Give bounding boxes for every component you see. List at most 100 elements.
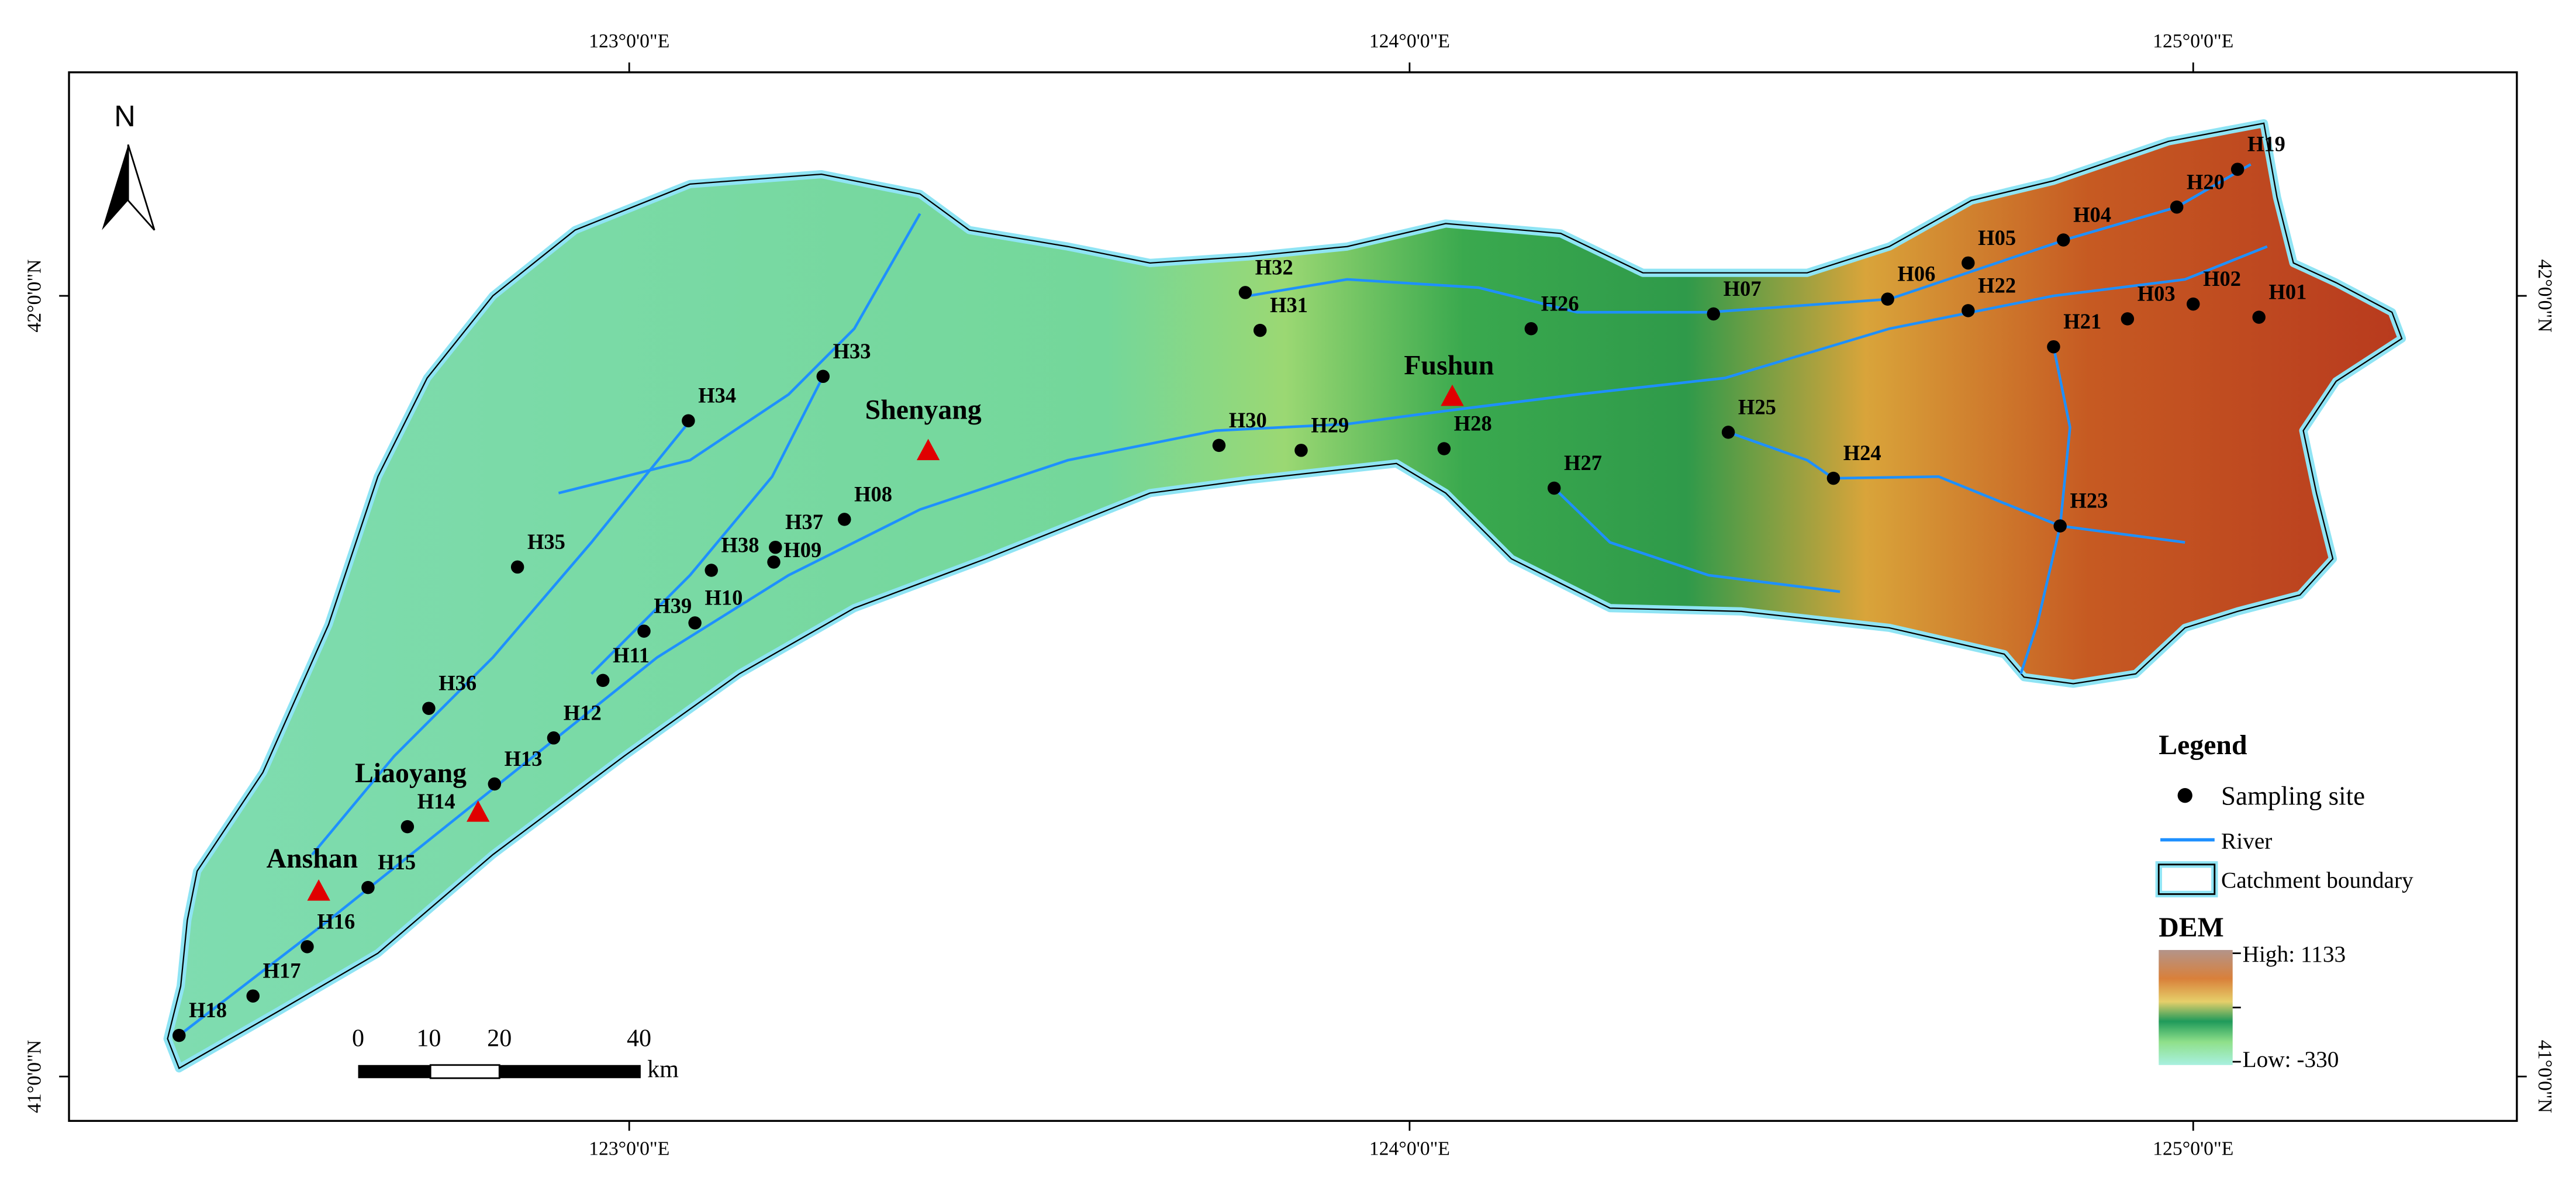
site-label: H09: [783, 538, 821, 562]
site-label: H20: [2187, 170, 2225, 194]
latitude-label: 42°0'0"N: [24, 259, 46, 332]
site-label: H32: [1255, 255, 1293, 279]
sampling-site: [1707, 307, 1721, 321]
site-label: H36: [438, 671, 476, 695]
city-label: Shenyang: [865, 395, 982, 426]
city-label: Fushun: [1404, 350, 1494, 381]
site-label: H10: [705, 586, 743, 610]
legend-site-symbol: [2177, 788, 2192, 803]
site-label: H08: [854, 482, 892, 506]
sampling-site: [488, 777, 502, 791]
sampling-site: [1721, 426, 1735, 439]
sampling-site: [301, 940, 314, 953]
site-label: H18: [189, 998, 227, 1022]
longitude-label: 123°0'0"E: [589, 1138, 669, 1160]
site-label: H19: [2247, 132, 2285, 156]
site-label: H16: [317, 909, 355, 933]
site-label: H17: [263, 959, 301, 983]
sampling-site: [2252, 310, 2266, 324]
river: [558, 213, 921, 495]
river: [1553, 487, 1841, 593]
sampling-site: [637, 624, 651, 638]
sampling-site: [838, 513, 851, 526]
dem-low: Low: -330: [2243, 1046, 2339, 1072]
site-label: H11: [613, 643, 650, 667]
scale-bar: [358, 1064, 641, 1079]
scale-segment: [499, 1065, 641, 1079]
sampling-site: [816, 369, 830, 384]
latitude-label: 41°0'0"N: [2534, 1040, 2556, 1113]
city-marker: [916, 438, 940, 461]
longitude-label: 125°0'0"E: [2153, 1138, 2233, 1160]
sampling-site: [1437, 442, 1451, 455]
sampling-site: [246, 989, 260, 1003]
sampling-site: [1253, 323, 1267, 337]
dem-high: High: 1133: [2243, 941, 2346, 967]
sampling-site: [1962, 256, 1975, 270]
site-label: H07: [1724, 277, 1762, 300]
sampling-site: [2170, 200, 2184, 214]
site-label: H22: [1978, 273, 2016, 297]
dem-ramp: [2159, 949, 2233, 1065]
site-label: H05: [1978, 226, 2016, 250]
north-arrow-right: [127, 144, 156, 231]
site-label: H25: [1738, 395, 1776, 419]
site-label: H35: [527, 530, 565, 554]
longitude-label: 124°0'0"E: [1369, 30, 1450, 52]
scale-segment: [358, 1065, 431, 1079]
site-label: H27: [1564, 451, 1602, 475]
sampling-site: [172, 1028, 186, 1042]
sampling-site: [2187, 297, 2200, 311]
site-label: H34: [698, 384, 736, 407]
scale-label: 40: [627, 1024, 651, 1052]
catchment-boundary: [167, 122, 2403, 1070]
legend-title: Legend: [2159, 730, 2247, 761]
sampling-site: [688, 616, 702, 630]
site-label: H33: [833, 339, 871, 363]
site-label: H01: [2269, 280, 2307, 304]
legend-item: Sampling site: [2221, 782, 2365, 811]
site-label: H06: [1897, 262, 1935, 286]
river: [1728, 431, 1835, 479]
latitude-label: 42°0'0"N: [2534, 259, 2556, 332]
site-label: H21: [2063, 309, 2101, 333]
sampling-site: [2053, 519, 2067, 533]
site-label: H02: [2203, 267, 2241, 291]
scale-label: 20: [487, 1024, 512, 1052]
sampling-site: [2230, 163, 2244, 176]
river: [311, 420, 691, 856]
site-label: H03: [2138, 281, 2176, 305]
sampling-site: [769, 540, 782, 554]
sampling-site: [422, 702, 436, 715]
site-label: H14: [417, 789, 455, 813]
site-label: H29: [1311, 413, 1349, 437]
site-label: H23: [2070, 489, 2108, 513]
latitude-label: 41°0'0"N: [24, 1040, 46, 1113]
site-label: H26: [1541, 291, 1579, 315]
legend-item: River: [2221, 828, 2272, 854]
site-label: H04: [2073, 202, 2111, 226]
site-label: H12: [564, 700, 602, 724]
site-label: H13: [505, 747, 543, 771]
sampling-site: [1881, 292, 1894, 306]
sampling-site: [361, 880, 375, 894]
sampling-site: [510, 560, 524, 574]
sampling-site: [596, 673, 610, 687]
scale-label: 0: [352, 1024, 364, 1052]
sampling-site: [1212, 438, 1226, 452]
sampling-site: [1547, 481, 1561, 495]
sampling-site: [1294, 444, 1308, 457]
sampling-site: [547, 731, 561, 745]
scale-segment: [429, 1064, 500, 1079]
legend-boundary-symbol: [2155, 861, 2218, 898]
sampling-site: [2057, 233, 2070, 247]
city-label: Liaoyang: [355, 758, 467, 789]
sampling-site: [2121, 312, 2135, 326]
sampling-site: [1238, 286, 1252, 299]
river: [590, 375, 824, 675]
river: [1833, 475, 2185, 544]
site-label: H37: [785, 510, 823, 534]
scale-label: 10: [416, 1024, 441, 1052]
